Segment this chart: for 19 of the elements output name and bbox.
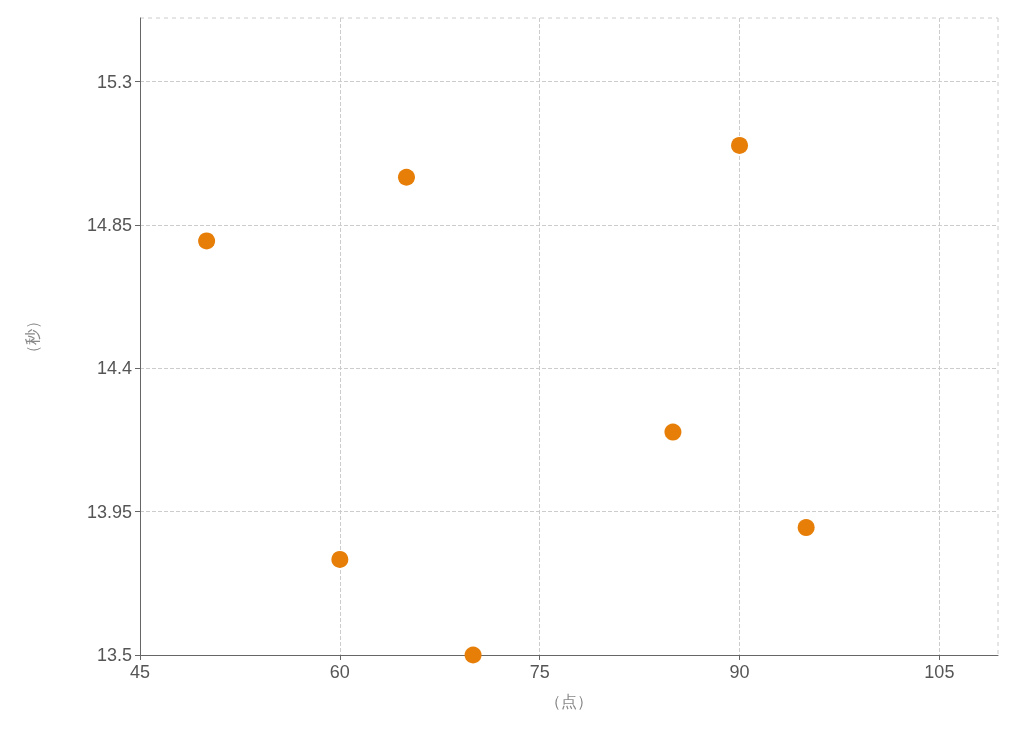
- point: [664, 423, 682, 441]
- y-tick-label: 13.95: [86, 501, 132, 522]
- point: [198, 232, 216, 250]
- x-tick-label: 75: [529, 662, 550, 682]
- y-tick-label: 15.3: [96, 71, 132, 92]
- point: [331, 550, 349, 568]
- point: [464, 646, 482, 664]
- x-tick-label: 45: [129, 662, 151, 682]
- y-axis-title: （秒）: [23, 312, 41, 361]
- point: [397, 168, 415, 186]
- y-tick-label: 13.5: [96, 645, 132, 665]
- x-tick-label: 90: [729, 662, 750, 682]
- x-axis-title: （点）: [545, 692, 593, 710]
- y-tick-label: 14.4: [96, 358, 132, 379]
- x-tick-label: 105: [924, 662, 955, 682]
- point: [797, 519, 815, 537]
- y-tick-label: 14.85: [86, 215, 132, 236]
- x-tick-label: 60: [329, 662, 350, 682]
- point: [731, 136, 749, 154]
